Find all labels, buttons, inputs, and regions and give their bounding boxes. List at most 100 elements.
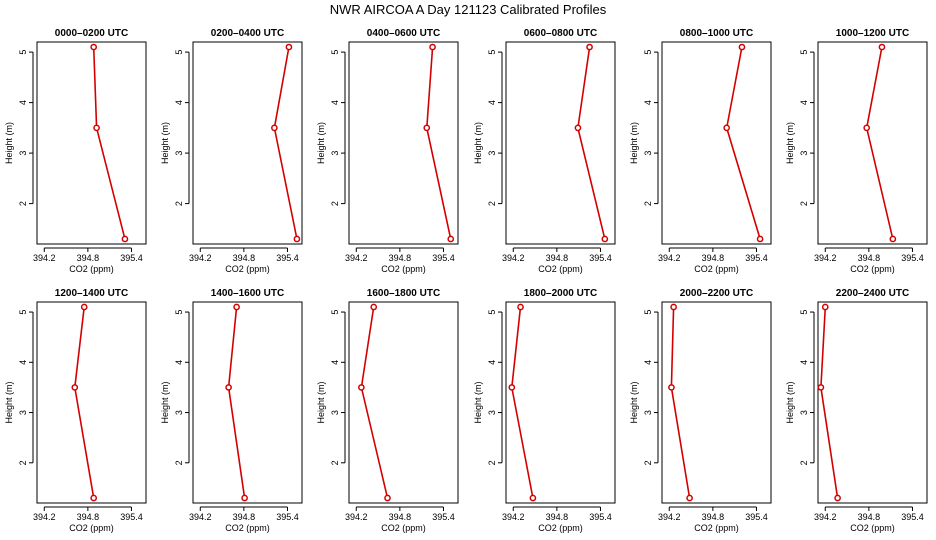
profile-line [820, 306, 839, 499]
x-tick-label: 394.8 [233, 253, 256, 263]
y-tick-label: 4 [799, 360, 809, 365]
panel-3: 0400–0600 UTC 394.2 394.8 395.4 CO2 (ppm) 2 3 4… [316, 28, 459, 274]
plot-frame [817, 301, 928, 504]
data-point [423, 124, 431, 132]
data-point [601, 235, 609, 243]
y-axis-label: Height (m) [629, 122, 639, 164]
data-point [878, 43, 886, 51]
x-tick-label: 394.8 [546, 512, 569, 522]
x-tick-label: 394.2 [345, 253, 368, 263]
profile-line [670, 306, 691, 499]
panel-title: 2000–2200 UTC [680, 288, 753, 299]
panel-title: 1000–1200 UTC [836, 28, 909, 39]
plot-frame [348, 301, 459, 504]
y-tick-label: 3 [799, 151, 809, 156]
data-point [738, 43, 746, 51]
data-point [80, 303, 88, 311]
plot-frame [192, 301, 303, 504]
x-axis-label: CO2 (ppm) [69, 523, 114, 533]
data-point [447, 235, 455, 243]
y-tick-label: 2 [174, 460, 184, 465]
y-tick-label: 4 [799, 100, 809, 105]
profile-line [725, 46, 761, 240]
profile-line [425, 47, 452, 240]
data-point [90, 494, 98, 502]
x-tick-label: 394.2 [814, 253, 837, 263]
x-tick-label: 394.2 [189, 512, 212, 522]
y-tick-label: 3 [330, 151, 340, 156]
x-tick-label: 395.4 [276, 512, 299, 522]
x-tick-label: 394.2 [33, 253, 56, 263]
y-tick-label: 5 [643, 310, 653, 315]
y-tick-label: 3 [18, 151, 28, 156]
y-tick-label: 4 [174, 100, 184, 105]
y-tick-label: 5 [18, 50, 28, 55]
data-point [370, 303, 378, 311]
x-tick-label: 395.4 [745, 512, 768, 522]
data-point [723, 124, 731, 132]
y-tick-label: 3 [643, 410, 653, 415]
profile-line [510, 306, 534, 499]
y-tick-label: 2 [174, 201, 184, 206]
data-point [225, 384, 232, 391]
y-tick-label: 2 [799, 201, 809, 206]
data-point [429, 43, 436, 51]
profile-line [360, 306, 389, 499]
plot-frame [36, 301, 147, 504]
x-tick-label: 395.4 [901, 512, 924, 522]
plot-frame [348, 41, 459, 245]
data-point [93, 124, 100, 132]
data-point [121, 235, 129, 243]
y-tick-label: 3 [174, 151, 184, 156]
figure-title: NWR AIRCOA A Day 121123 Calibrated Profi… [330, 2, 607, 17]
y-tick-label: 4 [643, 360, 653, 365]
data-point [834, 494, 841, 502]
y-axis-label: Height (m) [316, 122, 326, 164]
panel-title: 1800–2000 UTC [524, 288, 597, 299]
y-axis-label: Height (m) [473, 381, 483, 423]
panel-5: 0800–1000 UTC 394.2 394.8 395.4 CO2 (ppm) 2 3 4… [629, 28, 772, 274]
y-tick-label: 3 [799, 410, 809, 415]
plot-frame [505, 301, 616, 504]
y-tick-label: 5 [643, 50, 653, 55]
panel-title: 1200–1400 UTC [55, 288, 128, 299]
y-tick-label: 2 [799, 460, 809, 465]
y-tick-label: 2 [330, 460, 340, 465]
x-axis-label: CO2 (ppm) [538, 523, 583, 533]
y-tick-label: 5 [174, 310, 184, 315]
profile-line [73, 306, 95, 499]
y-tick-label: 4 [330, 100, 340, 105]
data-point [90, 43, 98, 51]
data-point [686, 494, 693, 502]
data-point [817, 384, 825, 391]
data-point [233, 303, 240, 311]
panel-title: 0600–0800 UTC [524, 28, 597, 39]
data-point [517, 303, 524, 311]
x-tick-label: 394.8 [233, 512, 256, 522]
data-point [821, 303, 829, 311]
x-axis-label: CO2 (ppm) [381, 523, 426, 533]
profile-line [227, 306, 246, 499]
y-tick-label: 4 [174, 360, 184, 365]
plot-frame [192, 41, 303, 245]
x-tick-label: 394.8 [858, 253, 881, 263]
y-tick-label: 2 [18, 201, 28, 206]
x-tick-label: 395.4 [589, 253, 612, 263]
x-axis-label: CO2 (ppm) [694, 523, 739, 533]
y-axis-label: Height (m) [160, 122, 170, 164]
y-tick-label: 4 [643, 100, 653, 105]
x-tick-label: 394.8 [546, 253, 569, 263]
panel-title: 2200–2400 UTC [836, 288, 909, 299]
x-tick-label: 394.8 [702, 253, 725, 263]
x-tick-label: 395.4 [432, 253, 455, 263]
panel-title: 0800–1000 UTC [680, 28, 753, 39]
panel-12: 2200–2400 UTC 394.2 394.8 395.4 CO2 (ppm) 2 3 4… [785, 288, 928, 533]
data-point [285, 43, 293, 51]
panel-8: 1400–1600 UTC 394.2 394.8 395.4 CO2 (ppm) 2 3 4… [160, 288, 303, 533]
y-tick-label: 3 [643, 151, 653, 156]
panels-group: 0000–0200 UTC 394.2 394.8 395.4 CO2 (ppm) 2 3 4… [4, 28, 928, 533]
panel-title: 0000–0200 UTC [55, 28, 128, 39]
x-axis-label: CO2 (ppm) [225, 523, 270, 533]
x-tick-label: 394.2 [814, 512, 837, 522]
